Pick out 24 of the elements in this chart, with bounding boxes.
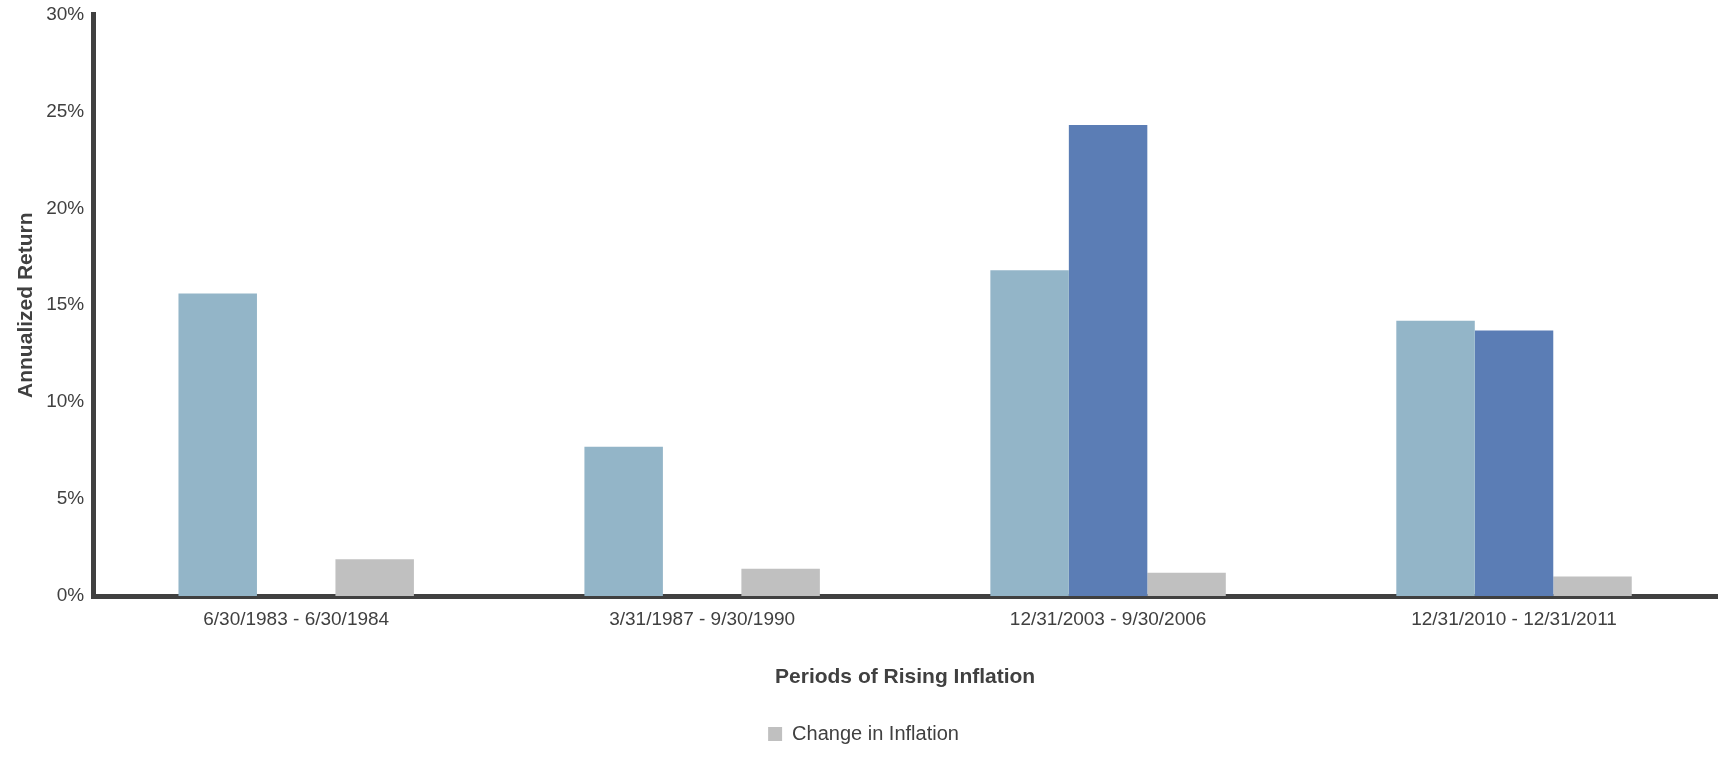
y-tick-label: 30% — [46, 2, 85, 24]
y-tick-label: 25% — [46, 99, 85, 121]
y-tick-label: 10% — [46, 390, 85, 412]
bar — [1553, 576, 1632, 596]
bar — [1068, 124, 1148, 596]
y-tick-label: 5% — [56, 487, 85, 509]
bar — [1474, 330, 1554, 596]
bar — [1147, 572, 1226, 596]
y-tick-label: 20% — [46, 196, 85, 218]
bar — [1396, 320, 1475, 596]
x-tick-label: 6/30/1983 - 6/30/1984 — [203, 607, 390, 629]
bar — [584, 446, 663, 596]
x-tick-label: 12/31/2003 - 9/30/2006 — [1009, 607, 1207, 629]
x-tick-label: 3/31/1987 - 9/30/1990 — [609, 607, 796, 629]
bar — [335, 559, 414, 596]
bar — [178, 293, 257, 596]
y-axis-title: Annualized Return — [13, 212, 37, 398]
x-axis-title: Periods of Rising Inflation — [775, 664, 1036, 688]
x-tick-label: 12/31/2010 - 12/31/2011 — [1411, 607, 1617, 629]
bar — [741, 568, 820, 596]
y-tick-label: 15% — [46, 293, 85, 315]
legend-label: Change in Inflation — [792, 721, 959, 744]
bar — [990, 270, 1069, 596]
y-tick-label: 0% — [56, 584, 85, 606]
